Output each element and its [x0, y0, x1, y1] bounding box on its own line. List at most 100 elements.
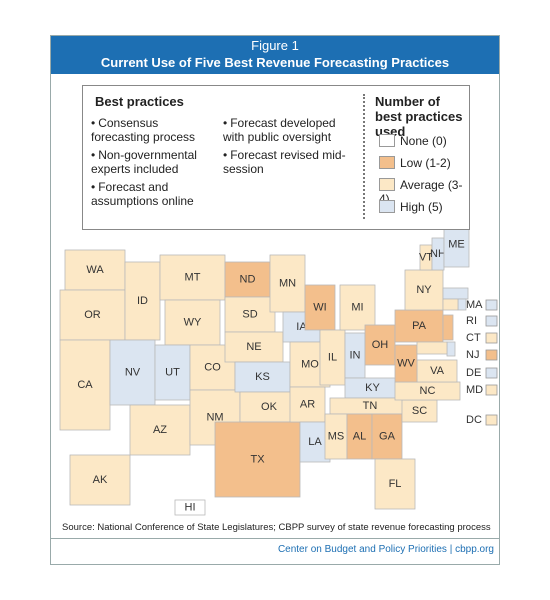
state-label: NE	[246, 341, 261, 353]
state	[304, 284, 336, 331]
state-label: TX	[250, 453, 265, 465]
callout-box	[485, 414, 498, 426]
state-label: TN	[363, 400, 378, 412]
state-label: HI	[185, 501, 196, 513]
state-label: LA	[308, 436, 322, 448]
key-label: High (5)	[400, 200, 443, 214]
key-swatch	[379, 134, 395, 147]
callout-box	[485, 384, 498, 396]
state	[154, 344, 191, 401]
state	[442, 298, 459, 311]
state-label: PA	[412, 320, 427, 332]
state	[394, 344, 418, 383]
state-label: GA	[379, 430, 396, 442]
state	[442, 314, 454, 341]
state	[64, 249, 126, 291]
frame	[50, 35, 500, 565]
state-label: ME	[448, 238, 465, 250]
key-item: High (5)	[379, 200, 443, 214]
title: Current Use of Five Best Revenue Forecas…	[100, 55, 450, 70]
key-swatch	[379, 156, 395, 169]
practice: Consensus forecasting process	[91, 116, 216, 144]
state-label: NY	[416, 284, 432, 296]
state	[109, 339, 156, 406]
divider	[363, 94, 365, 219]
key-swatch	[379, 200, 395, 213]
state-label: WY	[184, 316, 202, 328]
state-label: MN	[279, 277, 296, 289]
state	[224, 296, 276, 333]
state-label: CA	[77, 379, 93, 391]
state-label: IN	[350, 349, 361, 361]
state-label: NH	[430, 248, 446, 260]
practice: Forecast developed with public oversight	[223, 116, 348, 144]
state	[159, 254, 226, 301]
state-label: AR	[300, 398, 315, 410]
state-label: NM	[206, 411, 223, 423]
state-label: SD	[242, 308, 257, 320]
callout-label: DE	[466, 367, 481, 379]
practice: Forecast revised mid-session	[223, 148, 348, 176]
key-item: Low (1-2)	[379, 156, 451, 170]
state	[239, 391, 299, 423]
callout-label: CT	[466, 332, 481, 344]
callout-label: NJ	[466, 349, 479, 361]
callout-box	[485, 332, 498, 344]
callout-label: MD	[466, 384, 483, 396]
state-label: VA	[430, 365, 445, 377]
state-label: NV	[125, 366, 141, 378]
state-label: FL	[389, 478, 402, 490]
state-label: WV	[397, 357, 415, 369]
state-label: MS	[328, 430, 345, 442]
state	[214, 421, 301, 498]
key-label: Average (3-4)	[379, 178, 463, 206]
callout-box	[485, 367, 498, 379]
state-label: OR	[84, 309, 101, 321]
state	[339, 284, 376, 331]
state	[234, 361, 291, 393]
state-label: ND	[240, 273, 256, 285]
state	[59, 339, 111, 431]
callout-box	[485, 315, 498, 327]
state	[289, 386, 326, 423]
state-label: AZ	[153, 424, 167, 436]
state	[174, 499, 206, 516]
callout-label: RI	[466, 315, 477, 327]
practice: Forecast and assumptions online	[91, 180, 216, 208]
figure-label: Figure 1	[251, 38, 299, 53]
state	[374, 458, 416, 510]
state	[364, 324, 396, 366]
key-item: None (0)	[379, 134, 447, 148]
state-label: ID	[137, 295, 148, 307]
state-label: MT	[185, 271, 201, 283]
key-label: None (0)	[400, 134, 447, 148]
state	[416, 341, 448, 355]
state	[129, 404, 191, 456]
state-label: CO	[204, 361, 221, 373]
state-label: AL	[353, 430, 366, 442]
source: Source: National Conference of State Leg…	[62, 522, 491, 533]
state	[124, 261, 161, 341]
state	[404, 269, 444, 311]
state	[269, 254, 306, 313]
state	[69, 454, 131, 506]
legend: Best practices Consensus forecasting pro…	[82, 85, 470, 230]
state	[224, 331, 284, 363]
key-swatch	[379, 178, 395, 191]
state	[371, 413, 403, 460]
state-label: WA	[86, 264, 104, 276]
state-label: NC	[420, 385, 436, 397]
state	[319, 329, 346, 386]
state-label: MI	[351, 301, 363, 313]
callout-label: DC	[466, 414, 482, 426]
state-label: OH	[372, 339, 389, 351]
callout-box	[485, 349, 498, 361]
state-label: WI	[313, 301, 326, 313]
key-label: Low (1-2)	[400, 156, 451, 170]
state-label: IA	[296, 321, 307, 333]
rule	[51, 538, 499, 539]
state	[394, 309, 444, 343]
state-label: AK	[93, 474, 108, 486]
callout-label: MA	[466, 299, 483, 311]
